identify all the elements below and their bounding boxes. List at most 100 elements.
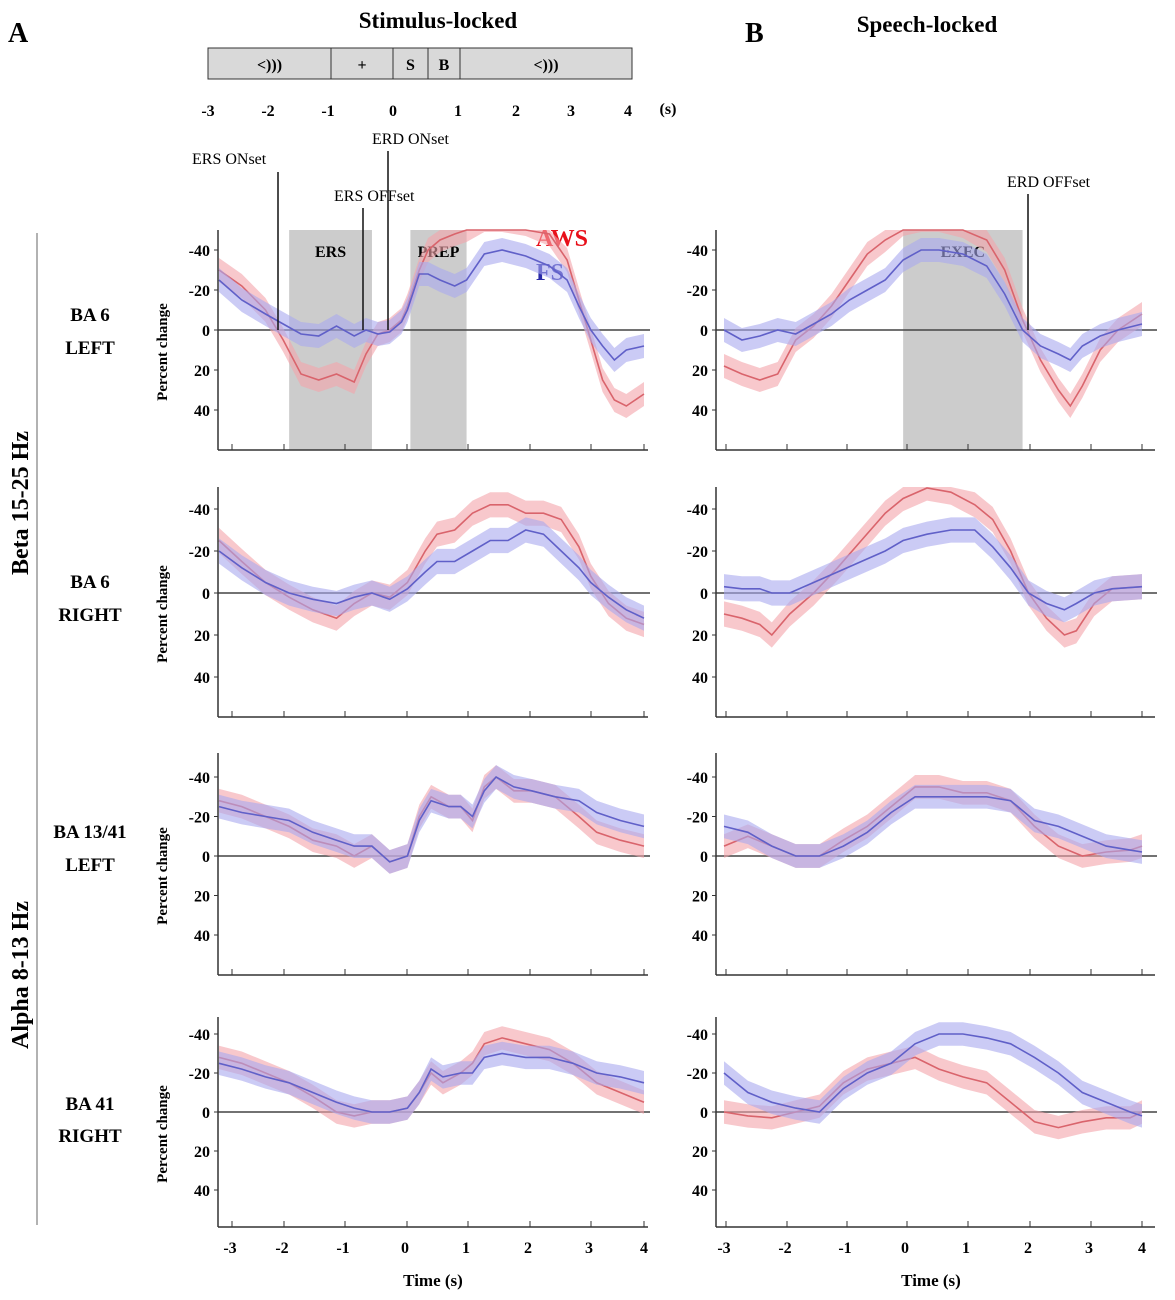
x-tick-label: -3	[717, 1240, 730, 1257]
timeline-segment	[207, 47, 332, 80]
timeline-tick-label: 4	[624, 103, 632, 120]
y-tick-label: 20	[194, 889, 210, 906]
y-tick-label: 0	[700, 849, 708, 866]
y-tick-label: 0	[202, 849, 210, 866]
panel-letter-b: B	[745, 18, 764, 49]
chart-panel: 40 20 0 -20 -40	[687, 487, 1157, 718]
timeline-segment-label: <)))	[533, 57, 558, 74]
ers-offset-label: ERS OFFset	[334, 188, 415, 205]
x-tick-label: -3	[223, 1240, 236, 1257]
x-tick-label: 4	[1138, 1240, 1146, 1257]
y-tick-label: 40	[692, 928, 708, 945]
x-tick-label: 3	[585, 1240, 593, 1257]
series-band-fs	[219, 517, 644, 631]
timeline-tick-label: 2	[512, 103, 520, 120]
erd-offset-label: ERD OFFset	[1007, 174, 1091, 191]
y-tick-label: 40	[692, 403, 708, 420]
x-tick-label: 2	[1024, 1240, 1032, 1257]
y-axis-label: Percent change	[155, 827, 171, 925]
y-axis-label: Percent change	[155, 1085, 171, 1183]
series-band-fs	[219, 238, 644, 372]
x-tick-label: 0	[901, 1240, 909, 1257]
series-band-fs	[724, 238, 1142, 372]
panel-title-speech: Speech-locked	[857, 12, 998, 37]
timeline-segment-label: <)))	[257, 57, 282, 74]
row-label-4-line1: BA 41	[65, 1094, 114, 1115]
x-tick-label: -1	[336, 1240, 349, 1257]
y-tick-label: -20	[687, 810, 708, 827]
y-tick-label: 40	[194, 403, 210, 420]
series-line-fs	[218, 1052, 645, 1113]
timeline-unit-label: (s)	[660, 101, 677, 118]
event-markers	[277, 151, 1029, 330]
series-line-fs	[723, 796, 1143, 857]
y-tick-label: -40	[687, 502, 708, 519]
series-line-fs	[218, 529, 645, 619]
series-line-fs	[723, 529, 1143, 611]
y-tick-label: 20	[692, 1144, 708, 1161]
y-tick-label: 0	[700, 586, 708, 603]
y-tick-label: -20	[687, 1066, 708, 1083]
row-label-1-line1: BA 6	[70, 305, 110, 326]
panel-title-stimulus: Stimulus-locked	[359, 8, 518, 33]
y-tick-label: -40	[687, 1027, 708, 1044]
chart-panel: 40 20 0 -20 -40 -3 -2 -1 0 1 2 3 4	[687, 1017, 1157, 1257]
chart-panel: EXEC40200-20-40	[687, 229, 1157, 451]
series-band-aws	[724, 487, 1142, 648]
erd-onset-label: ERD ONset	[372, 131, 449, 148]
timeline-segment-label: S	[406, 57, 415, 74]
y-tick-label: 40	[692, 1183, 708, 1200]
y-tick-label: 20	[194, 363, 210, 380]
y-tick-label: 40	[194, 1183, 210, 1200]
trial-timeline: <))) + S B <))) -3 -2 -1 0 1 2 3 4 (s)	[201, 47, 677, 120]
x-axis-label-a: Time (s)	[403, 1271, 463, 1290]
series-line-fs	[218, 775, 645, 863]
y-tick-label: -40	[189, 770, 210, 787]
row-label-3-line2: LEFT	[65, 855, 115, 876]
timeline-tick-label: -1	[321, 103, 334, 120]
band-label-alpha: Alpha 8-13 Hz	[8, 901, 34, 1049]
timeline-segment	[392, 47, 429, 80]
x-tick-label: 4	[640, 1240, 648, 1257]
series-band-fs	[724, 784, 1142, 868]
shaded-window-label: ERS	[315, 244, 346, 261]
y-tick-label: -20	[687, 544, 708, 561]
y-tick-label: 20	[692, 889, 708, 906]
y-tick-label: -40	[687, 770, 708, 787]
y-tick-label: 0	[700, 323, 708, 340]
series-band-fs	[724, 1022, 1142, 1128]
series-band-aws	[219, 230, 644, 418]
x-tick-label: -2	[275, 1240, 288, 1257]
x-tick-label: 0	[401, 1240, 409, 1257]
timeline-segment-label: B	[439, 57, 450, 74]
row-label-4-line2: RIGHT	[58, 1126, 122, 1147]
x-tick-label: 1	[462, 1240, 470, 1257]
y-tick-label: -40	[189, 502, 210, 519]
y-tick-label: -20	[189, 810, 210, 827]
y-tick-label: 0	[700, 1105, 708, 1122]
row-label-2-line1: BA 6	[70, 572, 110, 593]
timeline-tick-label: -2	[261, 103, 274, 120]
series-line-fs	[723, 249, 1143, 361]
series-line-aws	[723, 229, 1143, 408]
series-band-aws	[724, 1045, 1142, 1140]
band-label-beta: Beta 15-25 Hz	[8, 431, 34, 575]
series-line-aws	[723, 487, 1143, 637]
y-tick-label: 0	[202, 323, 210, 340]
y-tick-label: 0	[202, 586, 210, 603]
chart-panel: 40 20 0 -20 -40 -3 -2 -1 0 1 2 3 4 Percent change	[155, 1017, 650, 1257]
timeline-segment	[330, 47, 394, 80]
timeline-tick-label: 0	[389, 103, 397, 120]
x-tick-label: 1	[962, 1240, 970, 1257]
y-tick-label: 40	[194, 928, 210, 945]
chart-panel: 40 20 0 -20 -40 Percent change	[155, 487, 650, 718]
series-line-fs	[218, 249, 645, 362]
series-line-fs	[723, 1033, 1143, 1117]
chart-panel: 40 20 0 -20 -40 Percent change	[155, 753, 650, 976]
timeline-segment-label: +	[357, 57, 366, 74]
y-axis-label: Percent change	[155, 565, 171, 663]
y-tick-label: 20	[194, 1144, 210, 1161]
x-axis-label-b: Time (s)	[901, 1271, 961, 1290]
